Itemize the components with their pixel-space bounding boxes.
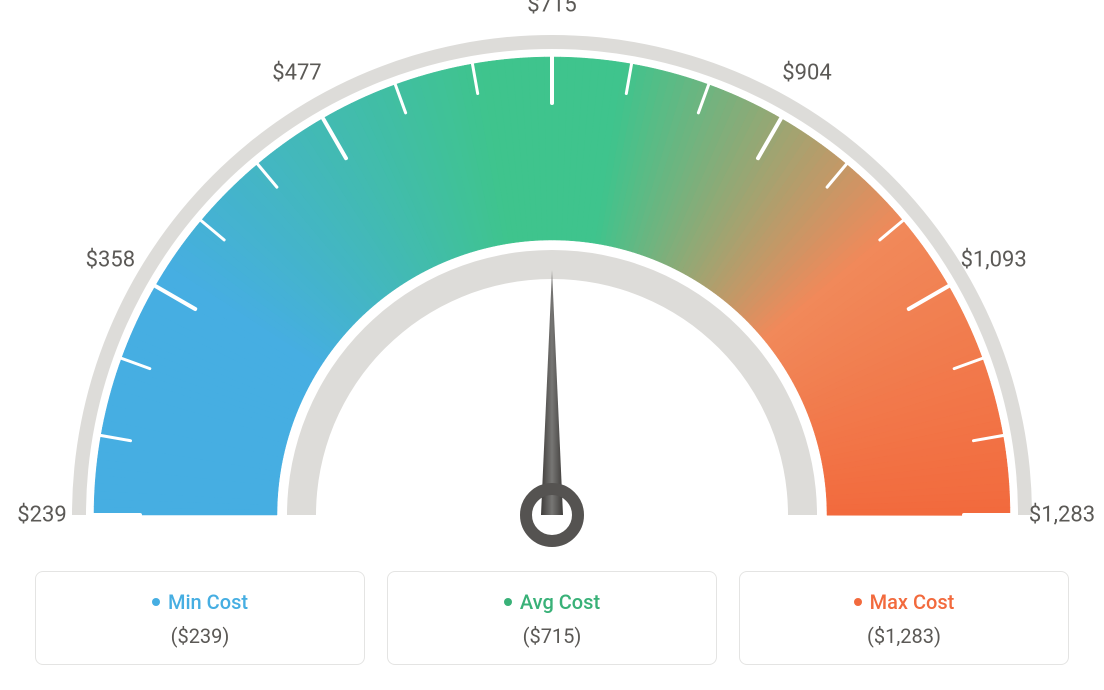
legend-title-min: Min Cost — [152, 590, 248, 614]
legend-title-avg: Avg Cost — [504, 590, 600, 614]
legend-card-min: Min Cost ($239) — [35, 571, 365, 665]
gauge-scale-label: $239 — [17, 503, 66, 528]
gauge-scale-label: $477 — [272, 61, 321, 86]
legend-title-text: Avg Cost — [520, 590, 600, 614]
gauge-scale-label: $715 — [527, 0, 576, 18]
legend-dot-icon — [854, 598, 862, 606]
gauge-scale-label: $1,283 — [1029, 503, 1095, 528]
legend-value-max: ($1,283) — [750, 624, 1058, 648]
legend-row: Min Cost ($239) Avg Cost ($715) Max Cost ($1,… — [0, 571, 1104, 665]
legend-dot-icon — [152, 598, 160, 606]
gauge-chart: $239 $358 $477 $715 $904 $1,093 $1,283 — [0, 0, 1104, 560]
legend-dot-icon — [504, 598, 512, 606]
legend-value-avg: ($715) — [398, 624, 706, 648]
legend-title-text: Min Cost — [168, 590, 248, 614]
gauge-needle — [541, 270, 563, 515]
gauge-svg — [0, 0, 1104, 560]
legend-card-avg: Avg Cost ($715) — [387, 571, 717, 665]
gauge-scale-label: $358 — [86, 247, 135, 272]
legend-card-max: Max Cost ($1,283) — [739, 571, 1069, 665]
gauge-scale-label: $1,093 — [961, 247, 1027, 272]
legend-title-text: Max Cost — [870, 590, 955, 614]
legend-value-min: ($239) — [46, 624, 354, 648]
legend-title-max: Max Cost — [854, 590, 955, 614]
gauge-scale-label: $904 — [782, 61, 831, 86]
